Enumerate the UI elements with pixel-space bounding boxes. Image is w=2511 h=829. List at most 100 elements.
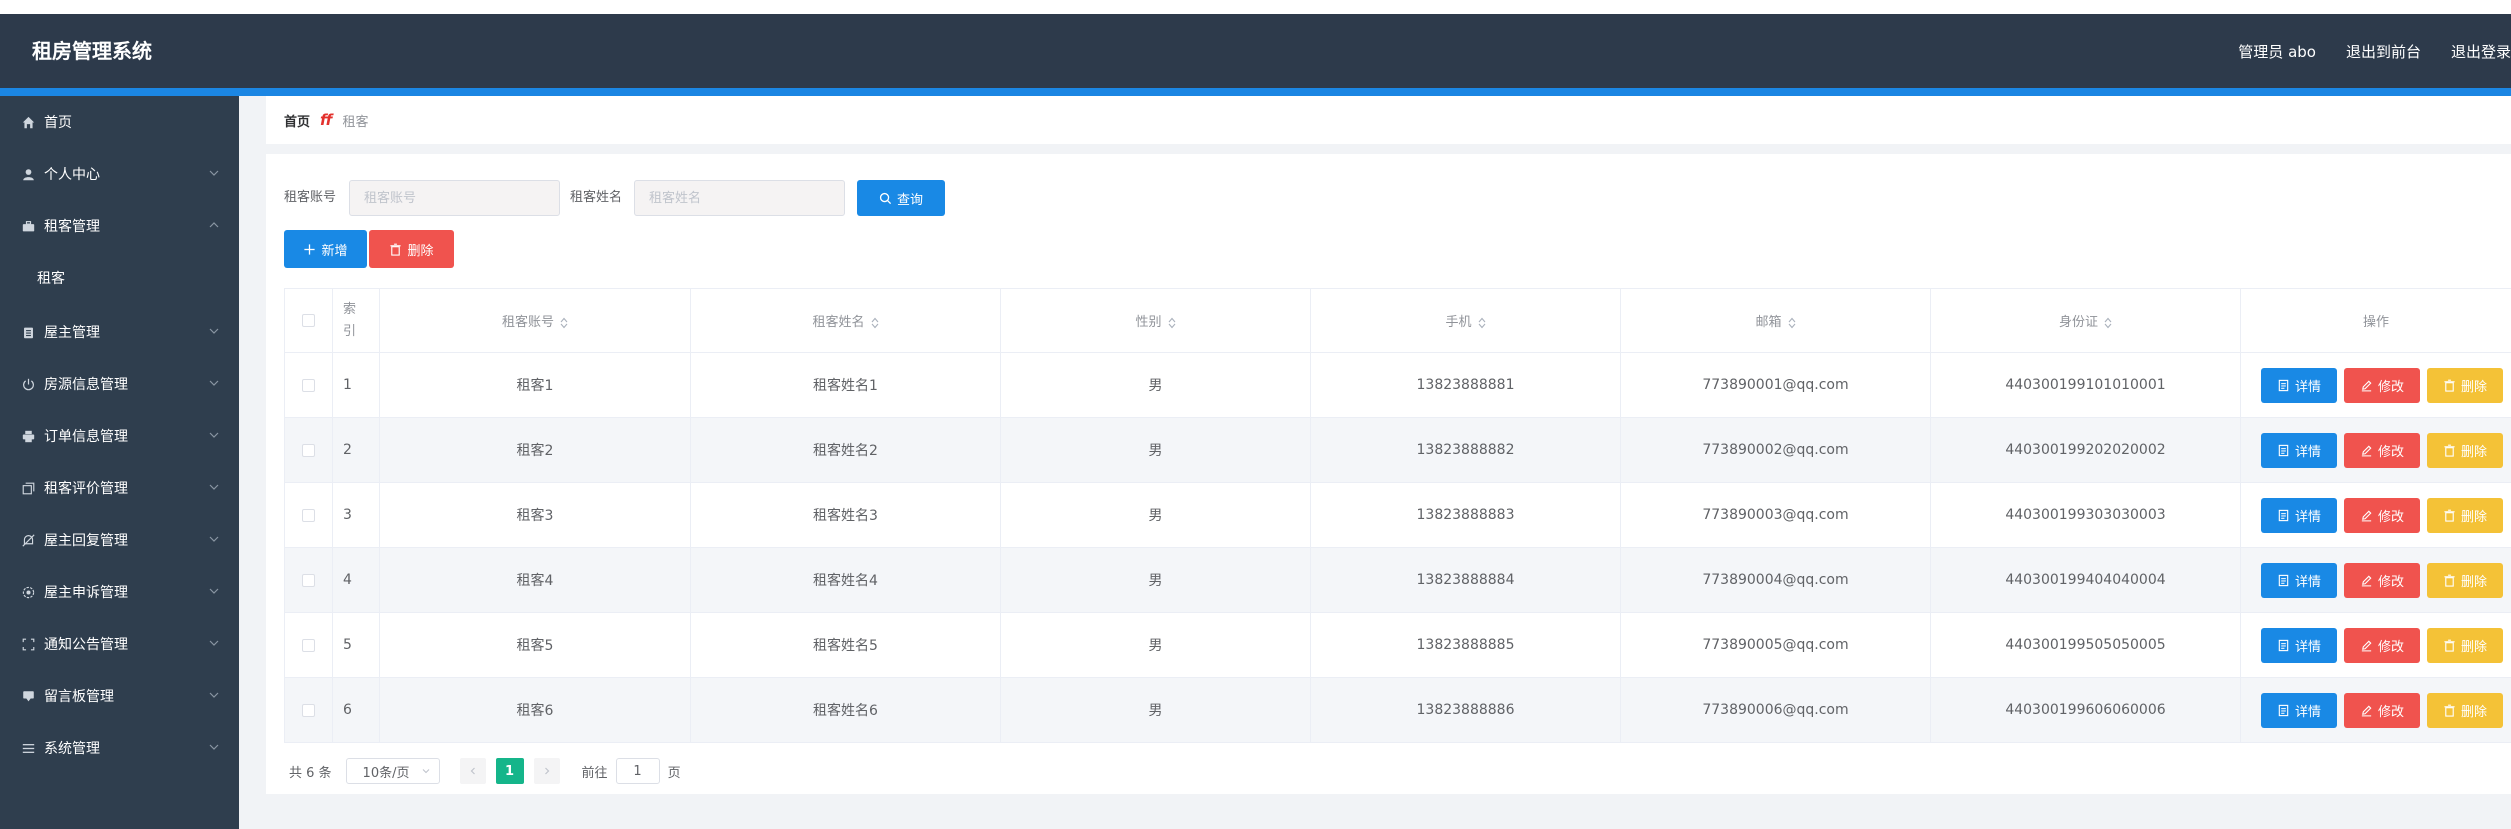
pagination-total: 共 6 条 (289, 765, 332, 781)
cell-actions: 详情 修改 删除 (2240, 417, 2511, 483)
sort-icon[interactable] (1788, 317, 1796, 329)
power-icon (23, 378, 34, 390)
clipboard-icon (24, 327, 33, 338)
sidebar-item-order-management[interactable]: 订单信息管理 (0, 410, 239, 462)
column-header-phone[interactable]: 手机 (1310, 288, 1621, 353)
breadcrumb-separator-icon: ff (320, 111, 333, 129)
table-body: 1 租客1 租客姓名1 男 13823888881 773890001@qq.com 440… (284, 352, 2511, 743)
detail-button[interactable]: 详情 (2261, 627, 2337, 663)
sidebar-item-notice-management[interactable]: 通知公告管理 (0, 618, 239, 670)
table-row[interactable]: 3 租客3 租客姓名3 男 13823888883 773890003@qq.com 440… (284, 482, 2511, 548)
table-row[interactable]: 6 租客6 租客姓名6 男 13823888886 773890006@qq.com 440… (284, 677, 2511, 743)
row-checkbox[interactable] (302, 573, 315, 587)
cell-id-card: 440300199303030003 (1930, 482, 2241, 548)
delete-button[interactable]: 删除 (2427, 432, 2503, 468)
delete-button[interactable]: 删除 (2427, 497, 2503, 533)
row-select-cell (284, 417, 333, 483)
edit-button[interactable]: 修改 (2344, 562, 2420, 598)
top-links: 管理员 abo 退出到前台 退出登录 (2238, 14, 2511, 88)
detail-button-label: 详情 (2294, 444, 2321, 460)
goto-page-input[interactable]: 1 (615, 758, 660, 784)
column-header-email[interactable]: 邮箱 (1620, 288, 1931, 353)
page-size-select[interactable]: 10条/页 (345, 758, 440, 784)
logout-link[interactable]: 退出登录 (2450, 42, 2511, 61)
edit-button[interactable]: 修改 (2344, 367, 2420, 403)
sidebar-item-message-board-management[interactable]: 留言板管理 (0, 670, 239, 722)
admin-username[interactable]: 管理员 abo (2238, 42, 2316, 61)
sidebar-item-listing-management[interactable]: 房源信息管理 (0, 358, 239, 410)
delete-button[interactable]: 删除 (2427, 692, 2503, 728)
edit-button[interactable]: 修改 (2344, 692, 2420, 728)
delete-button[interactable]: 删除 (2427, 562, 2503, 598)
exit-to-front-link[interactable]: 退出到前台 (2345, 42, 2421, 61)
cell-index: 3 (332, 482, 380, 548)
name-search-input[interactable] (634, 180, 845, 216)
account-search-input[interactable] (349, 180, 560, 216)
query-button[interactable]: 查询 (857, 180, 945, 216)
column-header-gender[interactable]: 性别 (1000, 288, 1311, 353)
table-row[interactable]: 4 租客4 租客姓名4 男 13823888884 773890004@qq.com 440… (284, 547, 2511, 613)
sidebar-item-landlord-complaint-management[interactable]: 屋主申诉管理 (0, 566, 239, 618)
cell-account: 租客3 (379, 482, 691, 548)
sidebar-item-home[interactable]: 首页 (0, 96, 239, 148)
name-search-label: 租客姓名 (570, 190, 623, 205)
sort-icon[interactable] (560, 317, 568, 329)
row-checkbox[interactable] (302, 378, 315, 392)
trash-icon (2444, 444, 2455, 457)
cell-id-card: 440300199202020002 (1930, 417, 2241, 483)
row-checkbox[interactable] (302, 638, 315, 652)
cell-index: 6 (332, 677, 380, 743)
sidebar-item-landlord-reply-management[interactable]: 屋主回复管理 (0, 514, 239, 566)
edit-icon (2361, 510, 2372, 521)
sidebar-item-tenant[interactable]: 租客 (0, 252, 239, 304)
sidebar-item-tenant-review-management[interactable]: 租客评价管理 (0, 462, 239, 514)
copy-icon (22, 482, 35, 494)
row-checkbox[interactable] (302, 703, 315, 717)
detail-button[interactable]: 详情 (2261, 562, 2337, 598)
add-button[interactable]: 新增 (284, 230, 367, 268)
sort-icon[interactable] (1478, 317, 1486, 329)
cell-name: 租客姓名6 (690, 677, 1001, 743)
sidebar-item-personal-center[interactable]: 个人中心 (0, 148, 239, 200)
batch-delete-button-label: 删除 (407, 243, 434, 259)
row-checkbox[interactable] (302, 443, 315, 457)
sidebar-item-tenant-management[interactable]: 租客管理 (0, 200, 239, 252)
sidebar-item-system-management[interactable]: 系统管理 (0, 722, 239, 774)
batch-delete-button[interactable]: 删除 (369, 230, 454, 268)
delete-button[interactable]: 删除 (2427, 627, 2503, 663)
delete-button[interactable]: 删除 (2427, 367, 2503, 403)
edit-button-label: 修改 (2377, 379, 2404, 395)
column-header-label: 租客账号 (501, 315, 554, 330)
delete-button-label: 删除 (2460, 509, 2487, 525)
detail-button[interactable]: 详情 (2261, 367, 2337, 403)
column-header-id-card[interactable]: 身份证 (1930, 288, 2241, 353)
column-header-account[interactable]: 租客账号 (379, 288, 691, 353)
table-row[interactable]: 2 租客2 租客姓名2 男 13823888882 773890002@qq.com 440… (284, 417, 2511, 483)
prev-page-button[interactable] (459, 758, 486, 784)
table-row[interactable]: 1 租客1 租客姓名1 男 13823888881 773890001@qq.com 440… (284, 352, 2511, 418)
row-checkbox[interactable] (302, 508, 315, 522)
page-number-current[interactable]: 1 (495, 758, 524, 784)
detail-button[interactable]: 详情 (2261, 432, 2337, 468)
column-header-name[interactable]: 租客姓名 (690, 288, 1001, 353)
column-header-label: 邮箱 (1755, 315, 1782, 330)
sort-icon[interactable] (1168, 317, 1176, 329)
select-all-checkbox[interactable] (302, 314, 315, 327)
detail-button[interactable]: 详情 (2261, 692, 2337, 728)
cell-id-card: 440300199101010001 (1930, 352, 2241, 418)
edit-button[interactable]: 修改 (2344, 497, 2420, 533)
table-row[interactable]: 5 租客5 租客姓名5 男 13823888885 773890005@qq.com 440… (284, 612, 2511, 678)
fullscreen-icon (22, 638, 35, 650)
cell-email: 773890006@qq.com (1620, 677, 1931, 743)
delete-button-label: 删除 (2460, 704, 2487, 720)
breadcrumb-current: 租客 (342, 114, 369, 130)
breadcrumb-home[interactable]: 首页 (284, 114, 311, 130)
sidebar-item-landlord-management[interactable]: 屋主管理 (0, 306, 239, 358)
sort-icon[interactable] (2104, 317, 2112, 329)
edit-button[interactable]: 修改 (2344, 627, 2420, 663)
sort-icon[interactable] (871, 317, 879, 329)
next-page-button[interactable] (533, 758, 560, 784)
detail-button[interactable]: 详情 (2261, 497, 2337, 533)
cell-phone: 13823888886 (1310, 677, 1621, 743)
edit-button[interactable]: 修改 (2344, 432, 2420, 468)
